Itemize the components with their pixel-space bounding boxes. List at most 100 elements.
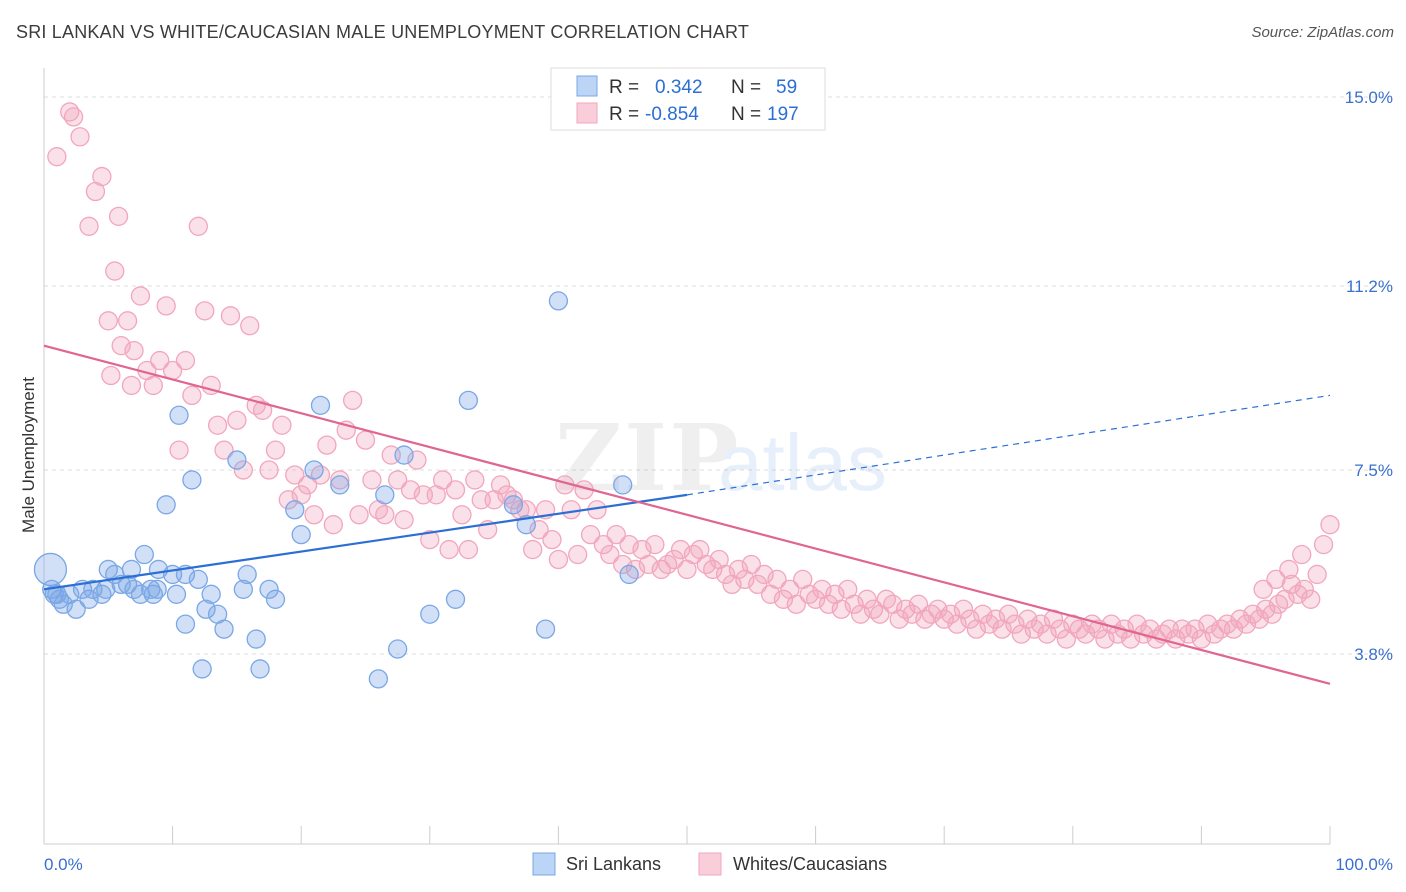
data-point [330,470,350,490]
data-point [433,470,453,490]
data-point [658,554,678,575]
data-point [259,460,279,480]
data-point [182,470,202,490]
data-point [863,599,884,619]
data-point [651,559,671,580]
data-point [108,206,129,227]
stats-swatch-sri-lankans [576,75,598,97]
data-point [1301,589,1321,609]
data-point [250,659,270,679]
data-point [568,544,588,565]
data-point [445,480,466,500]
series-whites [47,102,1340,649]
legend-swatch-whites [698,852,722,876]
trend-line-extension [686,394,1331,496]
data-point [458,539,479,560]
data-point [33,552,68,587]
data-point [237,564,257,585]
data-point [98,559,118,580]
data-point [368,669,389,689]
data-point [121,559,142,580]
stats-n-value-1: 59 [776,77,797,98]
data-point [1307,564,1327,585]
data-point [394,510,414,530]
data-point [233,460,253,480]
data-point [117,311,138,331]
data-point [613,475,633,495]
data-point [362,470,382,490]
data-point [342,390,363,411]
watermark: ZIP atlas [555,404,887,512]
data-point [1262,604,1282,624]
data-point [92,166,112,187]
data-point [542,529,562,550]
data-point [285,500,305,520]
data-point [1313,534,1334,555]
data-point [207,415,228,435]
data-point [619,564,639,585]
chart-title: SRI LANKAN VS WHITE/CAUCASIAN MALE UNEMP… [16,22,750,42]
x-tick-label-max: 100.0% [1335,855,1393,874]
data-point [387,639,408,659]
data-point [1204,624,1224,644]
data-point [786,594,806,614]
stats-n-label-2: N = [731,104,761,125]
data-point [349,505,369,525]
data-point [101,365,121,386]
data-point [169,440,189,460]
data-point [182,385,202,406]
data-point [192,659,212,679]
data-point [169,405,189,425]
data-point [645,534,665,555]
data-point [535,619,556,639]
data-point [548,549,569,570]
trend-lines [43,344,1331,685]
axes [43,68,1331,845]
data-point [1266,569,1286,590]
data-point [63,107,84,127]
data-point [79,216,99,236]
data-point [70,127,90,147]
y-tick-label: 11.2% [1346,277,1393,296]
data-point [246,629,266,649]
data-point [175,614,196,634]
data-point [304,460,324,480]
data-point [741,554,761,575]
stats-r-value-2: -0.854 [645,104,699,125]
legend-label-whites: Whites/Caucasians [733,854,887,874]
stats-r-label-1: R = [609,77,639,98]
data-point [1279,559,1299,580]
data-point [227,410,247,430]
data-point [600,544,620,565]
x-tick-label-min: 0.0% [44,855,83,874]
data-point [593,534,614,555]
chart-source: Source: ZipAtlas.com [1251,24,1394,41]
data-point [124,340,144,361]
data-point [195,301,215,321]
data-point [201,584,221,604]
data-point [220,306,241,326]
data-point [310,465,331,485]
data-point [156,495,176,515]
watermark-atlas: atlas [718,418,887,507]
data-point [98,311,118,331]
data-point [1268,594,1289,614]
data-point [580,524,601,545]
data-point [265,589,286,609]
tick-labels: 3.8% 7.5% 11.2% 15.0% 0.0% 100.0% [44,88,1393,874]
data-point [317,435,337,455]
data-point [857,589,877,609]
data-point [452,505,472,525]
data-point [130,286,151,306]
data-point [748,574,768,595]
data-point [141,579,161,599]
data-point [420,604,440,624]
data-point [915,609,935,629]
data-point [188,216,208,236]
data-point [304,505,324,525]
data-point [420,529,440,550]
data-point [445,589,466,609]
data-point [121,375,142,396]
data-point [252,400,273,420]
data-point [240,316,260,336]
